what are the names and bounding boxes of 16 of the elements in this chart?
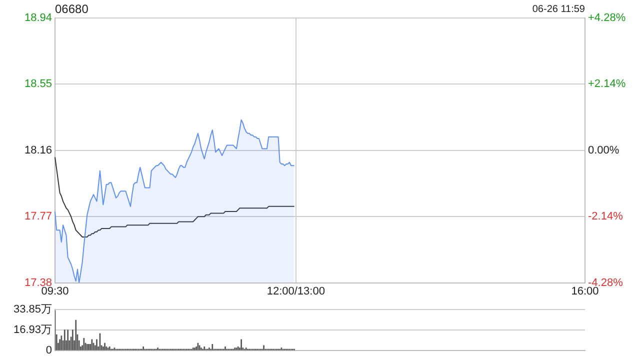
- y-tick-label: 16.93万: [13, 324, 52, 336]
- x-tick-label: 09:30: [41, 285, 69, 298]
- y-tick-label: 33.85万: [13, 304, 52, 316]
- y-tick-label: 18.55: [24, 78, 52, 90]
- y-tick-label: 18.16: [24, 144, 52, 156]
- y2-tick-label: +2.14%: [588, 78, 626, 90]
- y-tick-label: 0: [46, 344, 52, 356]
- chart-title: 06680: [55, 2, 88, 16]
- text: 06-26 11:59: [532, 4, 585, 15]
- x-tick-label: 12:00/13:00: [266, 285, 325, 298]
- x-tick-label: 16:00: [571, 285, 599, 298]
- y2-tick-label: -2.14%: [588, 210, 624, 223]
- y2-tick-label: +4.28%: [588, 12, 626, 24]
- y-tick-label: 17.77: [24, 210, 52, 223]
- y2-tick-label: 0.00%: [588, 144, 620, 156]
- y-tick-label: 18.94: [24, 12, 52, 24]
